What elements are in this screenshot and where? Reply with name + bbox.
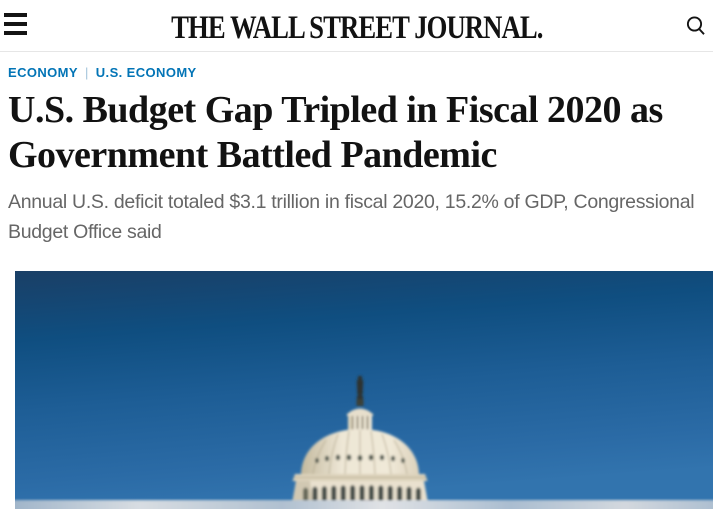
hamburger-menu-icon[interactable] (4, 13, 27, 35)
blurred-foreground-band (15, 500, 713, 509)
breadcrumb-link-us-economy[interactable]: U.S. ECONOMY (95, 65, 197, 80)
breadcrumb: ECONOMY | U.S. ECONOMY (8, 65, 713, 80)
article-body: ECONOMY | U.S. ECONOMY U.S. Budget Gap Tri… (0, 65, 713, 509)
article-subheadline: Annual U.S. deficit totaled $3.1 trillio… (8, 191, 695, 243)
hero-image-capitol-dome (15, 271, 713, 509)
ribbed-dome (301, 429, 419, 475)
wsj-masthead[interactable]: THE WALL STREET JOURNAL. (0, 10, 713, 46)
dome-windows-row (315, 454, 405, 464)
article-headline: U.S. Budget Gap Tripled in Fiscal 2020 a… (8, 89, 663, 176)
breadcrumb-separator: | (84, 65, 89, 80)
top-navigation-bar: THE WALL STREET JOURNAL. (0, 0, 713, 52)
search-icon[interactable] (685, 14, 707, 38)
masthead-text: THE WALL STREET JOURNAL. (170, 10, 543, 46)
capitol-photo-svg (15, 271, 713, 509)
statue-of-freedom (356, 375, 364, 406)
breadcrumb-link-economy[interactable]: ECONOMY (8, 65, 78, 80)
